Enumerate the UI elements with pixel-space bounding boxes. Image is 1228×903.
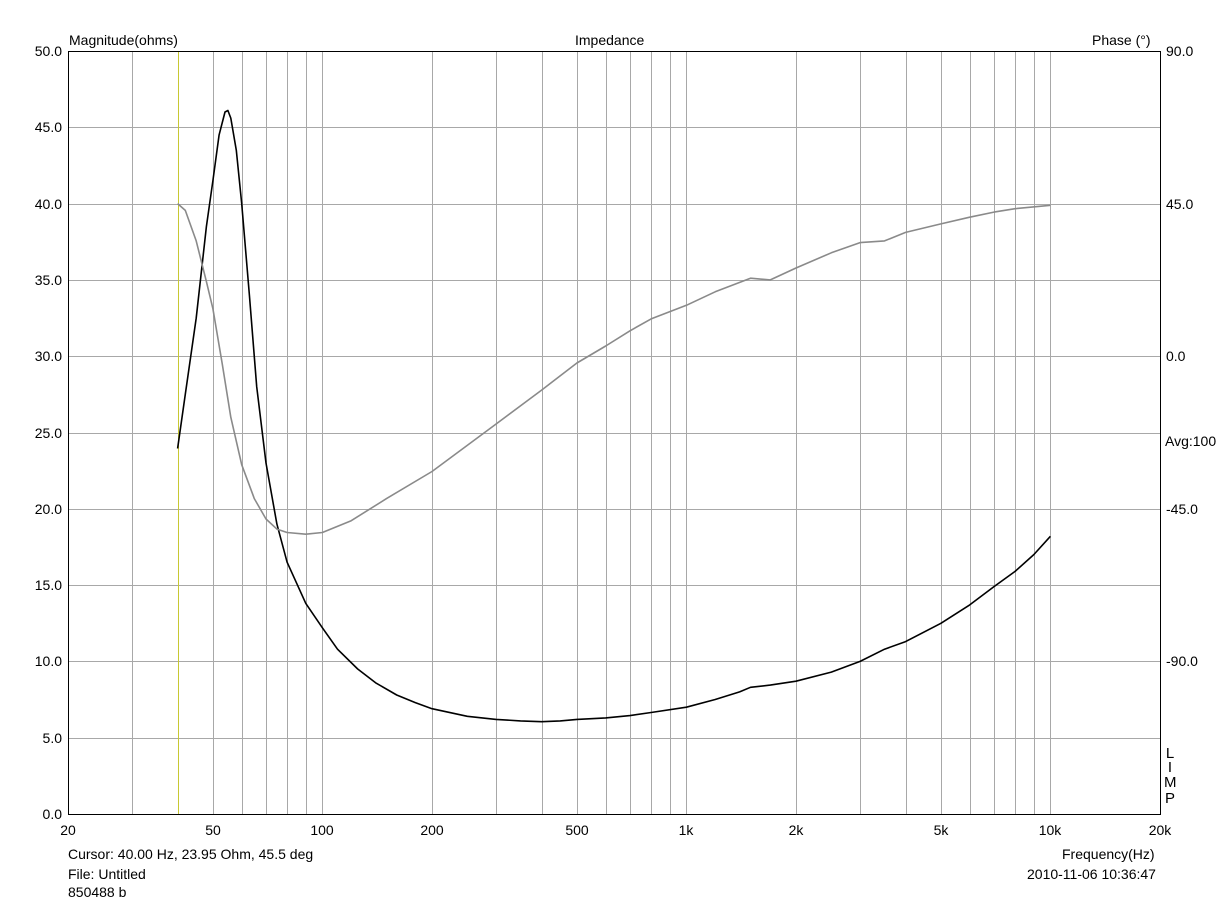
average-label: Avg:100 xyxy=(1165,433,1217,449)
x-tick-label: 5k xyxy=(933,822,949,838)
x-axis-label: Frequency(Hz) xyxy=(1062,846,1155,862)
x-tick-label: 100 xyxy=(310,822,334,838)
limp-letter-m: M xyxy=(1164,774,1177,791)
y-right-tick-label: 0.0 xyxy=(1166,348,1186,364)
y-left-tick-label: 15.0 xyxy=(34,577,62,593)
x-tick-label: 20 xyxy=(60,822,76,838)
chart-title: Impedance xyxy=(575,32,645,48)
timestamp: 2010-11-06 10:36:47 xyxy=(1027,866,1156,882)
y-right-tick-label: 90.0 xyxy=(1166,43,1194,59)
y-axis-right-label: Phase (°) xyxy=(1092,32,1151,48)
measurement-id: 850488 b xyxy=(68,884,127,900)
x-tick-label: 500 xyxy=(565,822,589,838)
limp-letter-p: P xyxy=(1164,790,1175,807)
y-axis-left-label: Magnitude(ohms) xyxy=(69,32,178,48)
y-right-tick-label: -45.0 xyxy=(1166,501,1198,517)
limp-letter-l: L xyxy=(1165,745,1175,762)
y-right-tick-label: -90.0 xyxy=(1166,653,1198,669)
file-name: File: Untitled xyxy=(68,866,146,882)
x-tick-label: 1k xyxy=(678,822,694,838)
x-tick-label: 10k xyxy=(1038,822,1062,838)
x-tick-label: 2k xyxy=(788,822,804,838)
phase-curve xyxy=(177,203,1051,535)
y-right-tick-label: 45.0 xyxy=(1166,196,1194,212)
y-left-tick-label: 20.0 xyxy=(34,501,62,517)
y-left-tick-label: 50.0 xyxy=(34,43,62,59)
x-tick-label: 20k xyxy=(1148,822,1172,838)
y-left-tick-label: 35.0 xyxy=(34,272,62,288)
y-left-tick-label: 5.0 xyxy=(42,730,62,746)
y-left-tick-label: 45.0 xyxy=(34,119,62,135)
y-left-tick-label: 40.0 xyxy=(34,196,62,212)
cursor-readout: Cursor: 40.00 Hz, 23.95 Ohm, 45.5 deg xyxy=(68,846,314,862)
x-tick-label: 50 xyxy=(205,822,221,838)
y-left-tick-label: 30.0 xyxy=(34,348,62,364)
y-left-tick-label: 25.0 xyxy=(34,425,62,441)
y-left-tick-label: 10.0 xyxy=(34,653,62,669)
plot-frame xyxy=(68,51,1161,815)
magnitude-curve xyxy=(176,109,1051,723)
series-layer xyxy=(176,51,1051,814)
x-tick-label: 200 xyxy=(420,822,444,838)
y-left-tick-label: 0.0 xyxy=(42,806,62,822)
grid xyxy=(68,51,1160,814)
limp-letter-i: I xyxy=(1167,759,1173,776)
